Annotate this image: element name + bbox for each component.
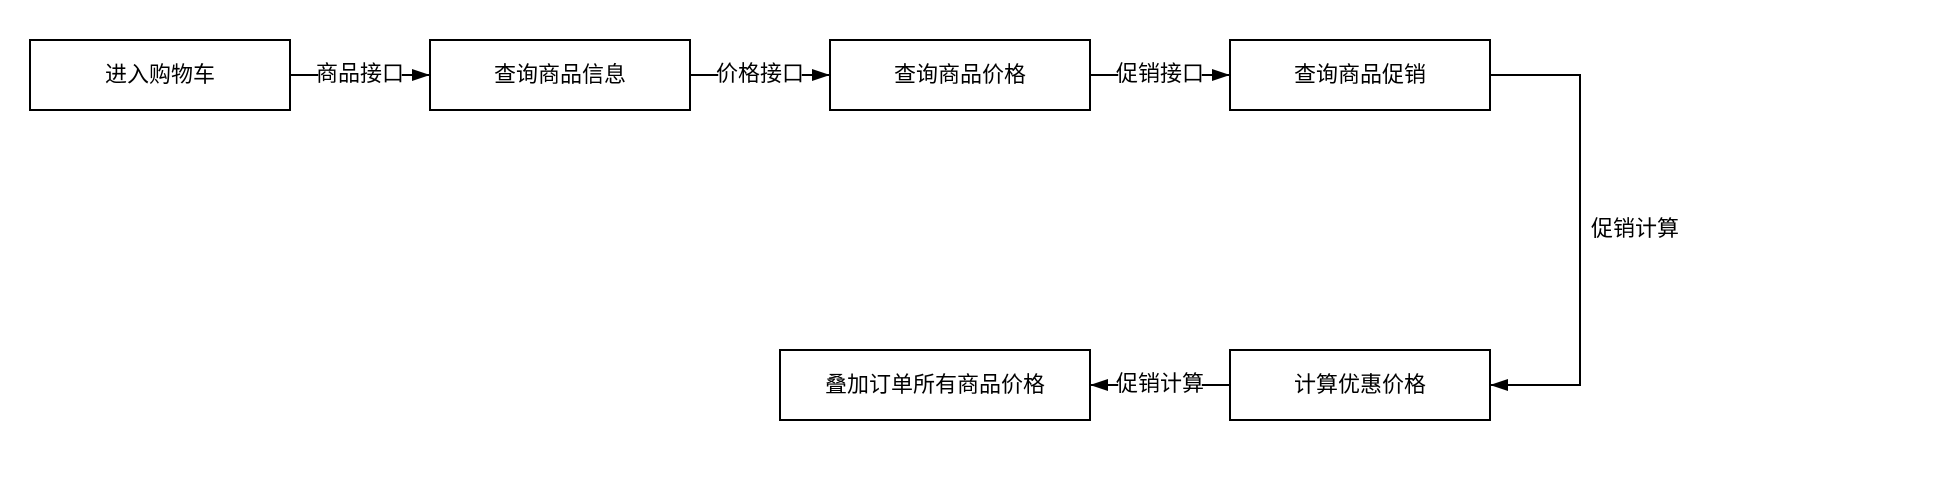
node-label: 查询商品促销 <box>1294 62 1426 87</box>
node-label: 查询商品价格 <box>894 62 1026 87</box>
node-label: 计算优惠价格 <box>1294 372 1426 397</box>
edge-label: 价格接口 <box>716 61 804 86</box>
flow-edge: 商品接口 <box>290 61 430 86</box>
flow-edge: 价格接口 <box>690 61 830 86</box>
edge-label: 商品接口 <box>316 61 404 86</box>
node-label: 叠加订单所有商品价格 <box>825 372 1045 397</box>
flowchart-canvas: 商品接口价格接口促销接口促销计算促销计算进入购物车查询商品信息查询商品价格查询商… <box>0 0 1955 500</box>
edge-label: 促销计算 <box>1116 371 1204 396</box>
flow-node: 查询商品信息 <box>430 40 690 110</box>
flow-node: 进入购物车 <box>30 40 290 110</box>
flow-node: 计算优惠价格 <box>1230 350 1490 420</box>
flow-edge: 促销计算 <box>1490 75 1679 385</box>
flow-node: 查询商品促销 <box>1230 40 1490 110</box>
flow-node: 查询商品价格 <box>830 40 1090 110</box>
flow-edge: 促销接口 <box>1090 61 1230 86</box>
flow-edge: 促销计算 <box>1090 371 1230 396</box>
edge-label: 促销计算 <box>1591 216 1679 241</box>
node-label: 查询商品信息 <box>494 62 626 87</box>
node-label: 进入购物车 <box>105 62 215 87</box>
flow-node: 叠加订单所有商品价格 <box>780 350 1090 420</box>
edge-label: 促销接口 <box>1116 61 1204 86</box>
